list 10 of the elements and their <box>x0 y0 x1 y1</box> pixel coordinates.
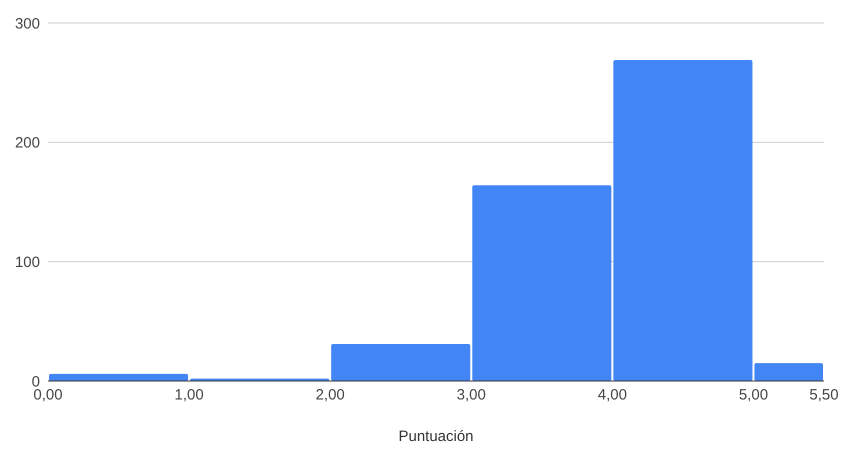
x-tick-label: 5,50 <box>809 386 839 404</box>
x-tick-label: 5,00 <box>738 386 768 404</box>
x-tick-label: 4,00 <box>598 386 627 404</box>
x-tick-label: 3,00 <box>456 386 486 404</box>
x-axis-title: Puntuación <box>398 428 474 445</box>
x-tick-label: 2,00 <box>316 386 345 404</box>
x-tick-label: 1,00 <box>174 386 204 404</box>
y-tick-label: 200 <box>14 134 40 152</box>
y-tick-label: 300 <box>14 15 40 32</box>
y-tick-label: 100 <box>14 254 40 271</box>
